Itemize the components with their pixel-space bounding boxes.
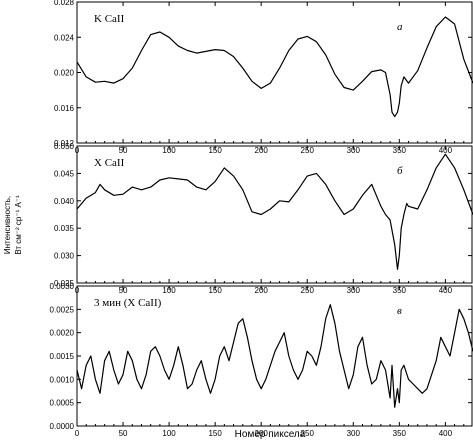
x-tick-label: 150 <box>208 429 222 438</box>
y-tick-label: 0.020 <box>54 69 75 78</box>
x-axis-label: Номер пиксела <box>235 429 306 440</box>
y-tick-label: 0.028 <box>54 0 75 7</box>
y-tick-label: 0.035 <box>54 224 75 233</box>
x-tick-label: 250 <box>301 286 315 295</box>
x-tick-label: 400 <box>439 286 453 295</box>
panel-label: а <box>397 21 403 33</box>
y-tick-label: 0.0030 <box>50 282 75 291</box>
x-tick-label: 300 <box>347 146 361 155</box>
y-tick-label: 0.030 <box>54 252 75 261</box>
y-tick-label: 0.0020 <box>50 329 75 338</box>
chart-panel-3: 0.0000 0.0005 0.0010 0.0015 0.0020 0.0025 0.00… <box>50 282 473 438</box>
series-line <box>76 304 473 408</box>
x-tick-label: 250 <box>301 146 315 155</box>
x-tick-label: 400 <box>439 429 453 438</box>
y-tick-label: 0.016 <box>54 104 75 113</box>
y-tick-label: 0.025 <box>54 279 75 288</box>
y-tick-label: 0.0015 <box>50 352 75 361</box>
shared-y-axis-label: Интенсивность, <box>3 196 12 254</box>
plot-frame <box>76 145 473 284</box>
series-line <box>76 153 473 270</box>
x-tick-label: 200 <box>255 146 269 155</box>
x-tick-label: 350 <box>393 429 407 438</box>
y-tick-label: 0.024 <box>54 33 75 42</box>
x-tick-label: 50 <box>119 429 128 438</box>
x-tick-label: 150 <box>208 146 222 155</box>
x-tick-label: 350 <box>393 286 407 295</box>
y-tick-label: 0.0025 <box>50 305 75 314</box>
panel-label: б <box>397 165 403 177</box>
x-tick-label: 100 <box>162 429 176 438</box>
y-tick-label: 0.045 <box>54 169 75 178</box>
panel-title: K CaII <box>94 13 125 25</box>
x-tick-label: 100 <box>162 286 176 295</box>
y-tick-label: 0.0000 <box>50 422 75 431</box>
x-tick-label: 200 <box>255 286 269 295</box>
y-tick-label: 0.050 <box>54 142 75 151</box>
x-tick-label: 400 <box>439 146 453 155</box>
x-tick-label: 150 <box>208 286 222 295</box>
series-line <box>76 16 473 118</box>
y-tick-label: 0.0005 <box>50 399 75 408</box>
x-tick-label: 200 <box>255 429 269 438</box>
y-tick-label: 0.0010 <box>50 375 75 384</box>
panel-label: в <box>397 305 402 317</box>
shared-y-axis-units: Вт см⁻² ср⁻¹ А⁻¹ <box>14 195 23 255</box>
y-tick-label: 0.012 <box>54 139 75 148</box>
x-tick-label: 50 <box>119 286 128 295</box>
y-tick-label: 0.040 <box>54 197 75 206</box>
x-tick-label: 300 <box>347 286 361 295</box>
x-tick-label: 0 <box>75 429 80 438</box>
x-tick-label: 300 <box>347 429 361 438</box>
x-tick-label: 100 <box>162 146 176 155</box>
panel-title: 3 мин (X CaII) <box>94 297 162 309</box>
x-tick-label: 350 <box>393 146 407 155</box>
panel-title: X CaII <box>94 157 125 169</box>
plot-frame <box>76 1 473 144</box>
x-tick-label: 50 <box>119 146 128 155</box>
x-tick-label: 250 <box>301 429 315 438</box>
